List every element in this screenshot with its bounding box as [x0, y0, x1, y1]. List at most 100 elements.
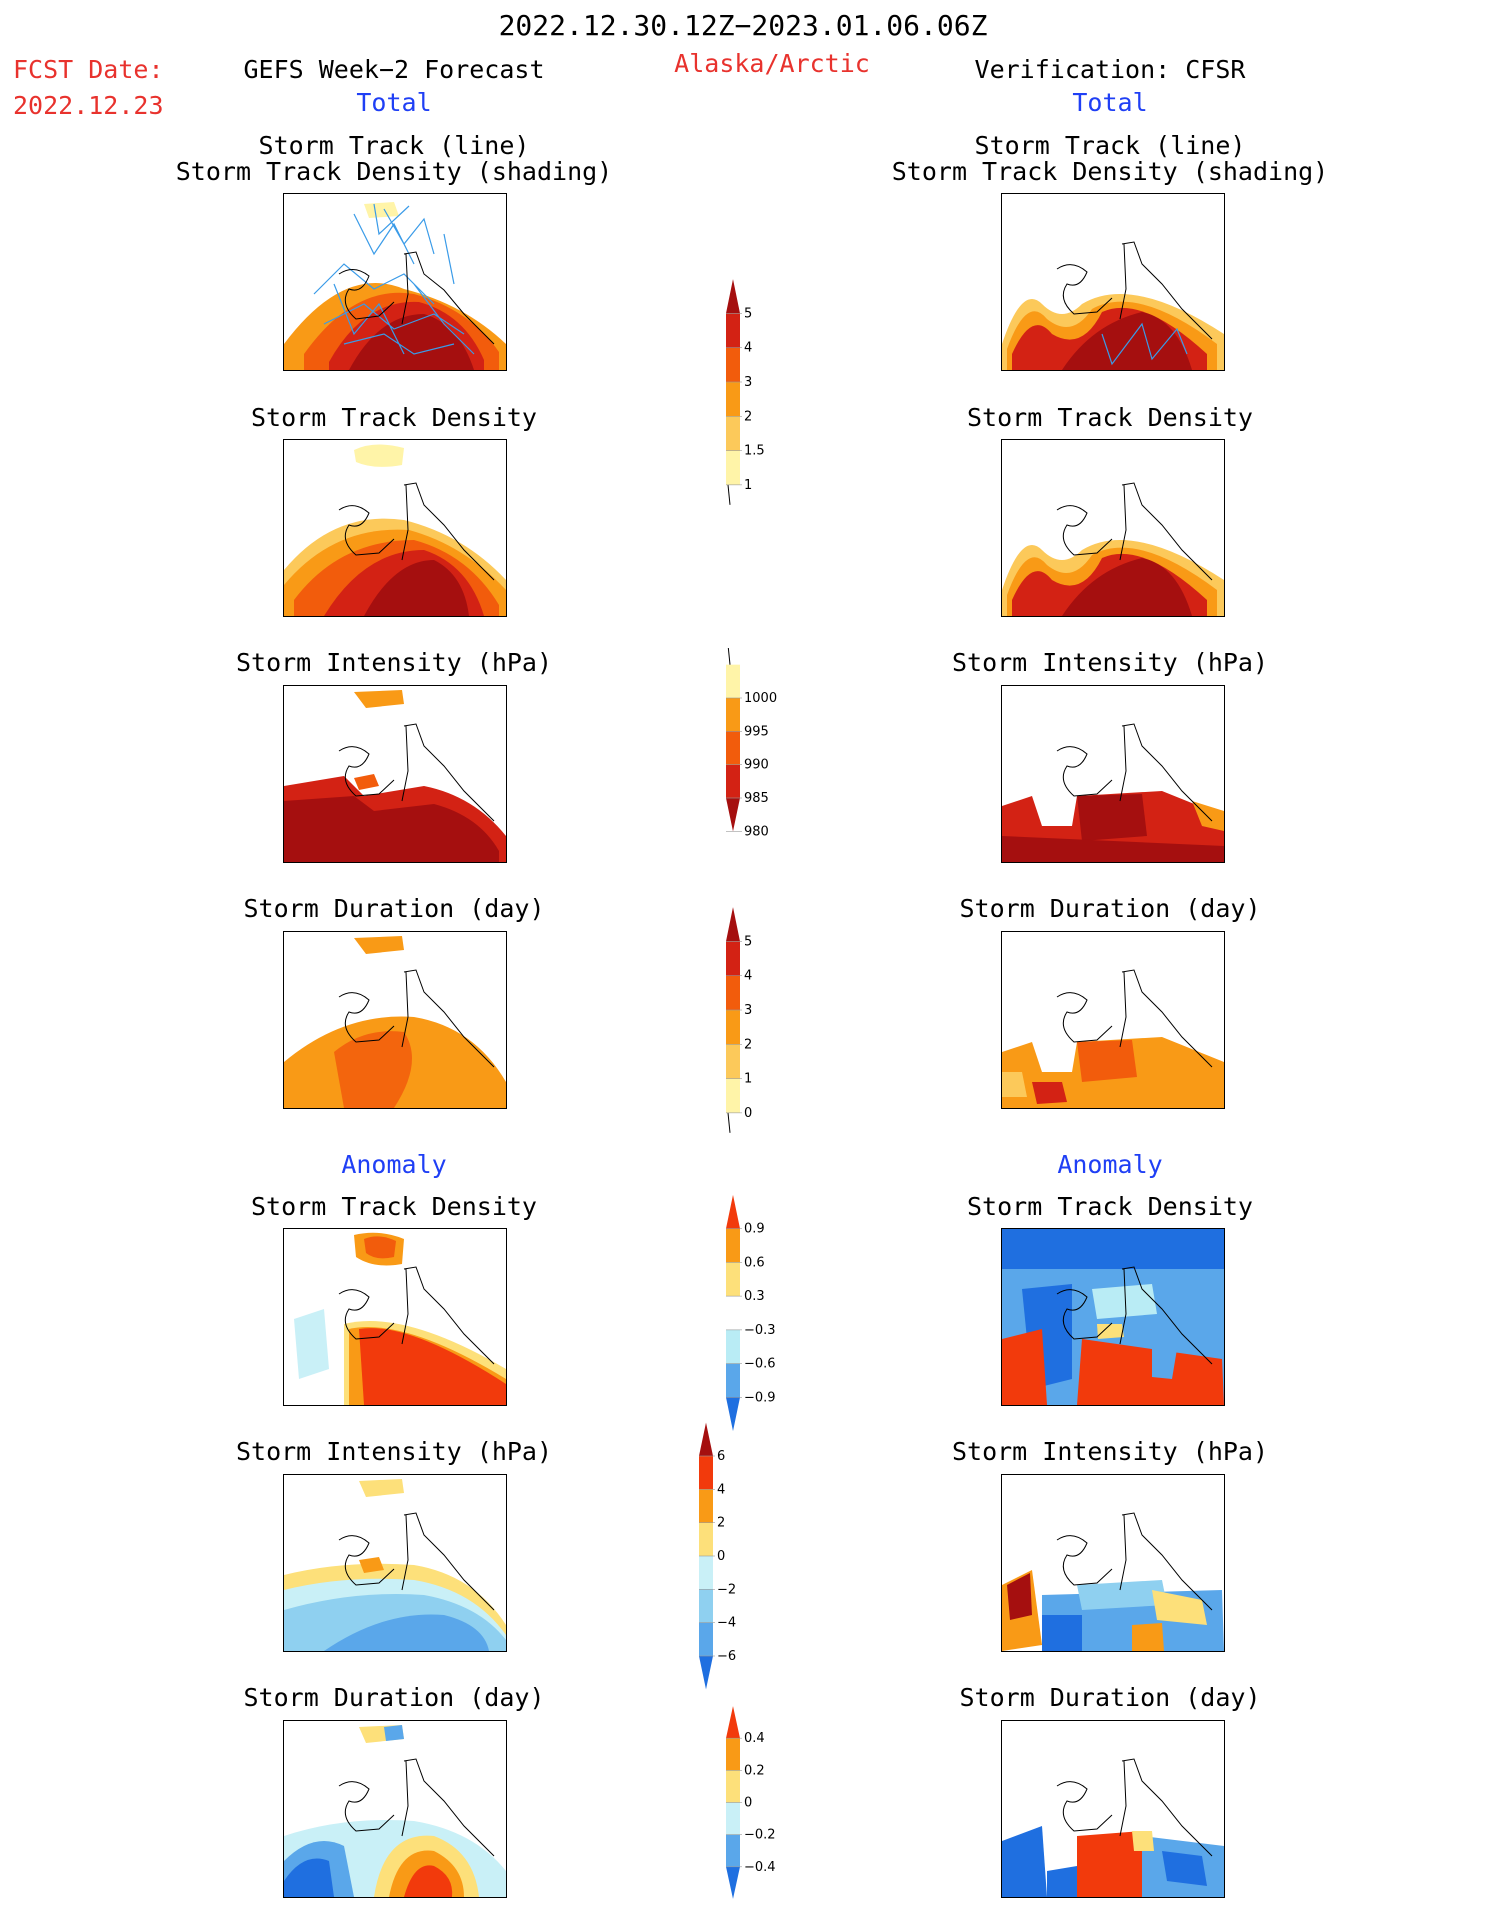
- map-panel-fcst-anom-intensity: [283, 1474, 507, 1652]
- left-track-density-title: Storm Track Density: [251, 403, 537, 432]
- colorbar-swatch: [726, 1044, 740, 1079]
- colorbar-tick-label: 990: [744, 758, 769, 773]
- fcst-date-label: FCST Date:: [13, 55, 164, 84]
- left-column-title: GEFS Week−2 Forecast: [243, 55, 545, 84]
- right-total-label: Total: [1072, 88, 1148, 117]
- colorbar-tick-label: 0.4: [744, 1731, 765, 1746]
- map-panel-fcst-anom-density: [283, 1228, 507, 1406]
- colorbar-swatch: [726, 1228, 740, 1263]
- colorbar-swatch: [726, 1262, 740, 1297]
- colorbar-swatch: [726, 1706, 740, 1739]
- right-track-line-title: Storm Track (line): [974, 131, 1246, 160]
- colorbar-tick-label: 3: [744, 375, 752, 390]
- colorbar-tick-label: 2: [744, 409, 752, 424]
- colorbar-tick-label: −4: [717, 1616, 736, 1631]
- colorbar-tick-label: 0.2: [744, 1763, 765, 1778]
- colorbar-tick-label: 0.3: [744, 1289, 765, 1304]
- colorbar-swatch: [699, 1522, 713, 1556]
- colorbar-tick-label: 6: [717, 1449, 725, 1464]
- colorbar-tick-label: 1: [744, 478, 752, 493]
- map-panel-fcst-duration: [283, 931, 507, 1109]
- colorbar-tick-label: 0: [744, 1106, 752, 1121]
- colorbar-swatch: [726, 382, 740, 417]
- colorbar-tick-label: 2: [717, 1516, 725, 1531]
- colorbar-swatch: [726, 798, 740, 832]
- colorbar-tick-label: 0.6: [744, 1255, 765, 1270]
- map-panel-obs-anom-density: [1001, 1228, 1225, 1406]
- colorbar-swatch: [726, 1738, 740, 1771]
- colorbar-swatch: [726, 941, 740, 976]
- right-duration-title: Storm Duration (day): [959, 894, 1261, 923]
- map-panel-obs-anom-duration: [1001, 1720, 1225, 1898]
- colorbar-swatch: [726, 664, 740, 698]
- colorbar-swatch: [726, 1363, 740, 1398]
- right-track-shading-title: Storm Track Density (shading): [891, 157, 1329, 186]
- colorbar-swatch: [726, 1296, 740, 1330]
- colorbar-tick-label: 4: [744, 341, 752, 356]
- colorbar-swatch: [726, 450, 740, 485]
- colorbar-tick-label: −0.3: [744, 1323, 776, 1338]
- colorbar-swatch: [726, 1329, 740, 1364]
- colorbar-tick-label: 0.9: [744, 1222, 765, 1237]
- map-panel-obs-intensity: [1001, 685, 1225, 863]
- map-panel-fcst-density: [283, 439, 507, 617]
- colorbar-tail: [727, 1112, 731, 1133]
- map-panel-obs-track: [1001, 193, 1225, 371]
- right-anom-duration-title: Storm Duration (day): [959, 1683, 1261, 1712]
- left-anom-duration-title: Storm Duration (day): [243, 1683, 545, 1712]
- fcst-date-value: 2022.12.23: [13, 91, 164, 120]
- colorbar-tick-label: −0.4: [744, 1860, 776, 1875]
- colorbar-swatch: [726, 907, 740, 942]
- colorbar-tick-label: 3: [744, 1003, 752, 1018]
- colorbar-tick-label: 4: [744, 969, 752, 984]
- right-column-title: Verification: CFSR: [974, 55, 1246, 84]
- colorbar-swatch: [726, 1834, 740, 1867]
- colorbar-tick-label: −2: [717, 1582, 736, 1597]
- colorbar-swatch: [726, 313, 740, 348]
- colorbar-tail: [727, 648, 731, 665]
- colorbar-swatch: [726, 1770, 740, 1803]
- right-anom-density-title: Storm Track Density: [967, 1192, 1253, 1221]
- left-track-line-title: Storm Track (line): [258, 131, 530, 160]
- right-anomaly-label: Anomaly: [1057, 1150, 1163, 1179]
- colorbar-swatch: [699, 1622, 713, 1656]
- right-track-density-title: Storm Track Density: [967, 403, 1253, 432]
- left-track-shading-title: Storm Track Density (shading): [175, 157, 613, 186]
- colorbar-swatch: [726, 1194, 740, 1229]
- date-range-title: 2022.12.30.12Z−2023.01.06.06Z: [498, 9, 988, 42]
- left-intensity-title: Storm Intensity (hPa): [235, 648, 553, 677]
- colorbar-swatch: [726, 416, 740, 451]
- left-anom-intensity-title: Storm Intensity (hPa): [235, 1437, 553, 1466]
- colorbar-swatch: [699, 1589, 713, 1623]
- map-panel-obs-anom-intensity: [1001, 1474, 1225, 1652]
- colorbar-tick-label: 2: [744, 1037, 752, 1052]
- colorbar-swatch: [726, 731, 740, 765]
- colorbar-tick-label: 0: [717, 1549, 725, 1564]
- colorbar-swatch: [699, 1489, 713, 1523]
- map-panel-fcst-intensity: [283, 685, 507, 863]
- colorbar-swatch: [726, 1866, 740, 1899]
- left-anom-density-title: Storm Track Density: [251, 1192, 537, 1221]
- colorbar-swatch: [726, 1397, 740, 1432]
- colorbar-swatch: [726, 764, 740, 798]
- colorbar-tick-label: 980: [744, 824, 769, 839]
- colorbar-swatch: [699, 1556, 713, 1590]
- colorbar-tick-label: −0.6: [744, 1357, 776, 1372]
- colorbar-swatch: [726, 347, 740, 382]
- colorbar-swatch: [699, 1656, 713, 1690]
- colorbar-intensity: 1000 995 990 985 980: [726, 648, 777, 839]
- colorbar-tail: [727, 484, 731, 505]
- region-title: Alaska/Arctic: [674, 49, 870, 78]
- colorbar-tick-label: 985: [744, 791, 769, 806]
- colorbar-swatch: [726, 279, 740, 314]
- colorbar-swatch: [699, 1422, 713, 1456]
- colorbar-track-density: 5 4 3 2 1.5 1: [726, 279, 765, 505]
- colorbar-tick-label: 1.5: [744, 444, 765, 459]
- colorbar-tick-label: 5: [744, 306, 752, 321]
- colorbar-anom-density: 0.9 0.6 0.3 −0.3 −0.6 −0.9: [726, 1194, 776, 1432]
- colorbar-anom-intensity: 6 4 2 0 −2 −4 −6: [699, 1422, 736, 1690]
- left-duration-title: Storm Duration (day): [243, 894, 545, 923]
- colorbar-tick-label: 0: [744, 1796, 752, 1811]
- left-anomaly-label: Anomaly: [341, 1150, 447, 1179]
- colorbar-swatch: [726, 1802, 740, 1835]
